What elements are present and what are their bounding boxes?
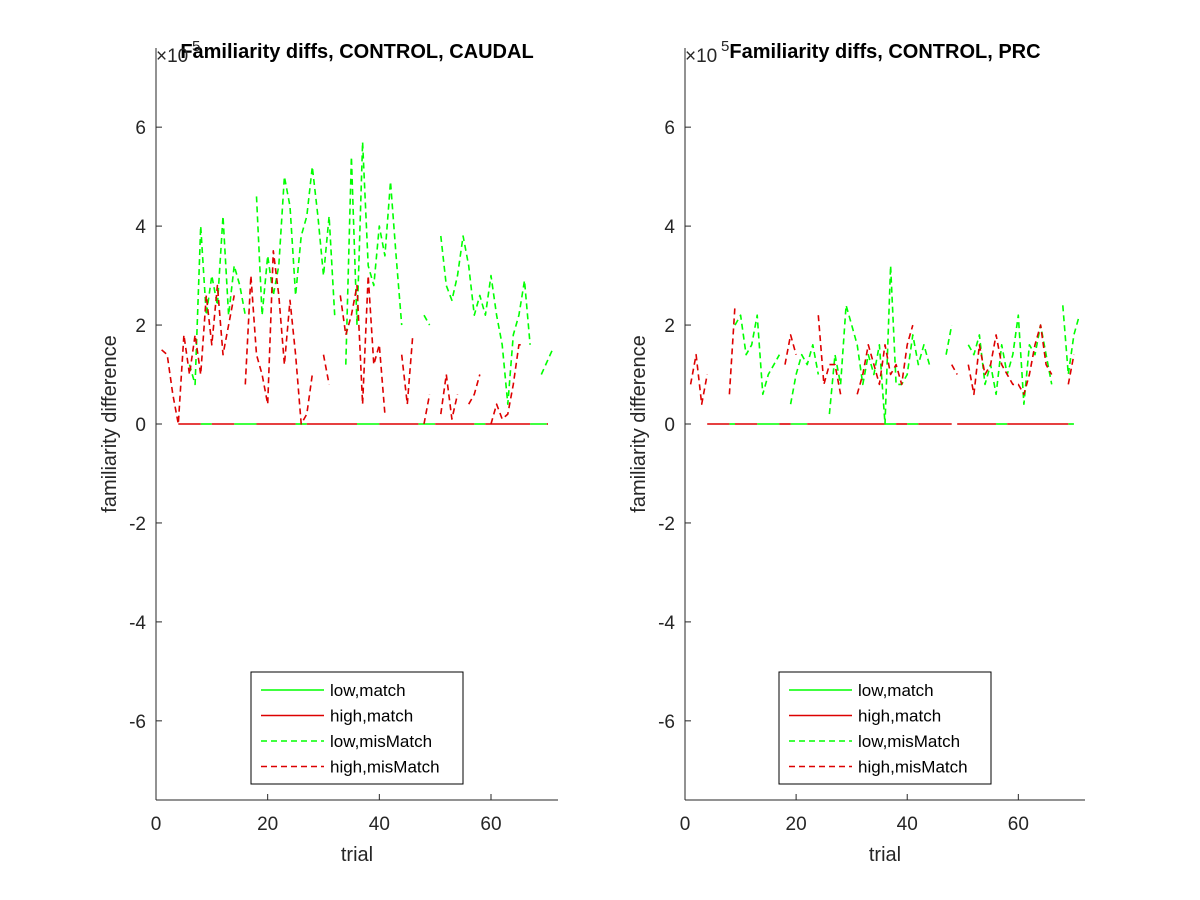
right-y-tick-label: -2 (658, 514, 675, 535)
left-series-high-mismatch (468, 374, 481, 405)
right-exponent-base: ×10 (685, 46, 717, 67)
left-series-low-mismatch (423, 314, 431, 326)
right-series-high-mismatch (784, 334, 797, 365)
right-subplot: Familiarity diffs, CONTROL, PRC ×10 5 tr… (628, 38, 1085, 866)
right-plot-lines (689, 264, 1081, 425)
right-x-axis-label: trial (869, 844, 901, 866)
left-series-high-mismatch (322, 354, 330, 385)
right-series-low-mismatch (945, 324, 953, 355)
left-y-tick-label: 4 (135, 217, 146, 238)
right-y-tick-label: 0 (664, 415, 675, 436)
right-series-high-mismatch (689, 353, 708, 406)
left-series-high-mismatch (244, 250, 314, 425)
right-x-tick-label: 60 (1008, 814, 1029, 835)
right-x-tick-label: 20 (786, 814, 807, 835)
left-y-axis-label: familiarity difference (99, 335, 121, 512)
right-series-high-mismatch (856, 324, 914, 395)
right-series-high-mismatch (967, 324, 1053, 396)
right-exponent-label: ×10 5 (685, 38, 729, 67)
right-legend-label: low,match (858, 681, 934, 700)
left-series-low-mismatch (188, 215, 247, 386)
left-exponent-label: ×10 5 (156, 38, 200, 67)
right-series-high-mismatch (728, 305, 736, 395)
right-y-axis-label: familiarity difference (628, 335, 650, 512)
left-series-high-mismatch (161, 284, 235, 425)
left-subplot-title: Familiarity diffs, CONTROL, CAUDAL (180, 41, 533, 63)
right-exponent-power: 5 (721, 38, 729, 55)
left-x-axis-label: trial (341, 844, 373, 866)
right-series-low-mismatch (1062, 305, 1081, 376)
right-ticks: 0 20 40 60 -6 -4 -2 0 2 4 6 (658, 118, 1029, 835)
left-series-high-mismatch (339, 274, 386, 415)
right-legend-label: high,misMatch (858, 758, 968, 777)
left-y-tick-label: -2 (129, 514, 146, 535)
left-exponent-power: 5 (192, 38, 200, 55)
left-legend-label: low,match (330, 681, 406, 700)
left-series-high-mismatch (490, 343, 525, 425)
left-exponent-base: ×10 (156, 46, 188, 67)
left-x-tick-label: 20 (257, 814, 278, 835)
right-x-tick-label: 40 (897, 814, 918, 835)
left-series-low-mismatch (345, 141, 403, 365)
left-series-low-mismatch (255, 165, 336, 317)
right-series-high-mismatch (817, 315, 842, 395)
left-y-tick-label: 6 (135, 118, 146, 139)
right-legend: low,match high,match low,misMatch high,misM… (778, 671, 992, 785)
right-series-low-mismatch (967, 314, 1053, 406)
left-series-low-mismatch (540, 349, 554, 375)
right-y-tick-label: -6 (658, 712, 675, 733)
left-x-tick-label: 0 (151, 814, 162, 835)
right-y-tick-label: 2 (664, 316, 675, 337)
left-y-tick-label: -6 (129, 712, 146, 733)
right-series-low-mismatch (789, 343, 820, 405)
right-axes (684, 48, 1085, 801)
right-series-high-mismatch (951, 364, 958, 375)
left-x-tick-label: 60 (480, 814, 501, 835)
left-series-high-mismatch (423, 394, 431, 425)
right-legend-label: low,misMatch (858, 732, 960, 751)
left-legend-label: high,misMatch (330, 758, 440, 777)
right-subplot-title: Familiarity diffs, CONTROL, PRC (729, 41, 1040, 63)
left-x-tick-label: 40 (369, 814, 390, 835)
right-legend-label: high,match (858, 707, 941, 726)
left-y-tick-label: 0 (135, 415, 146, 436)
right-y-tick-label: 4 (664, 217, 675, 238)
right-x-tick-label: 0 (680, 814, 691, 835)
left-legend: low,match high,match low,misMatch high,misM… (250, 671, 464, 785)
left-ticks: 0 20 40 60 -6 -4 -2 0 2 4 6 (129, 118, 501, 835)
right-y-tick-label: 6 (664, 118, 675, 139)
left-axes (155, 48, 558, 801)
right-series-low-mismatch (828, 264, 931, 425)
left-plot-lines (161, 141, 554, 425)
right-series-high-mismatch (1067, 354, 1075, 385)
left-legend-label: low,misMatch (330, 732, 432, 751)
right-y-tick-label: -4 (658, 613, 675, 634)
left-subplot: Familiarity diffs, CONTROL, CAUDAL ×10 5… (99, 38, 558, 866)
left-series-high-mismatch (440, 373, 459, 420)
left-legend-label: high,match (330, 707, 413, 726)
left-series-low-mismatch (440, 235, 531, 406)
left-y-tick-label: 2 (135, 316, 146, 337)
right-series-low-mismatch (734, 314, 781, 396)
left-y-tick-label: -4 (129, 613, 146, 634)
left-series-high-mismatch (400, 334, 414, 406)
